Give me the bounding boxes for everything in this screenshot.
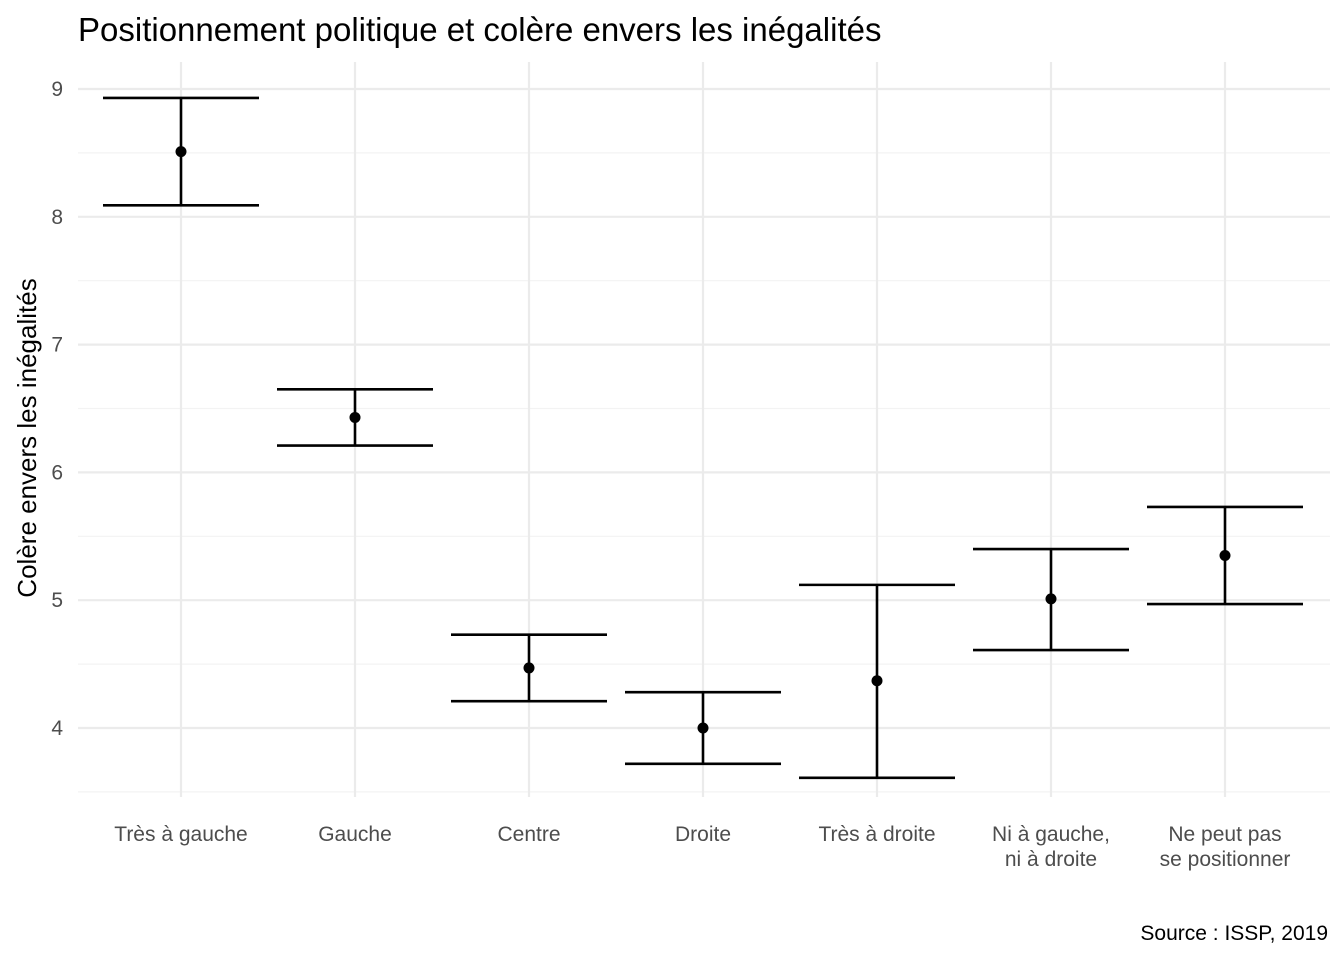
chart-title: Positionnement politique et colère enver… bbox=[78, 11, 881, 48]
x-tick-label-line: Ne peut pas bbox=[1168, 823, 1281, 846]
x-tick-label-line: Très à droite bbox=[818, 823, 935, 846]
x-tick-label-line: Droite bbox=[675, 823, 731, 846]
errorbar-4 bbox=[799, 583, 955, 780]
mean-point bbox=[175, 146, 187, 158]
x-tick-label-1: Gauche bbox=[318, 823, 392, 846]
x-tick-label-line: ni à droite bbox=[1005, 848, 1097, 871]
x-tick-label-line: Très à gauche bbox=[114, 823, 247, 846]
mean-point bbox=[697, 722, 709, 734]
mean-point bbox=[523, 662, 535, 674]
mean-point bbox=[1219, 549, 1231, 561]
y-tick-label-4: 8 bbox=[51, 206, 63, 229]
x-tick-label-6: Ne peut pas se positionner bbox=[1160, 823, 1291, 871]
x-tick-label-line: Centre bbox=[497, 823, 560, 846]
grid bbox=[78, 62, 1330, 797]
x-tick-label-2: Centre bbox=[497, 823, 560, 846]
errorbar-5 bbox=[973, 547, 1129, 652]
mean-point bbox=[349, 411, 361, 423]
errorbar-3 bbox=[625, 690, 781, 766]
y-tick-label-3: 7 bbox=[51, 334, 63, 357]
y-tick-label-1: 5 bbox=[51, 589, 63, 612]
x-tick-label-3: Droite bbox=[675, 823, 731, 846]
y-tick-label-5: 9 bbox=[51, 78, 63, 101]
x-tick-label-0: Très à gauche bbox=[114, 823, 247, 846]
errorbar-1 bbox=[277, 388, 433, 447]
x-tick-label-line: Gauche bbox=[318, 823, 392, 846]
error-bars bbox=[103, 96, 1303, 780]
chart-caption: Source : ISSP, 2019 bbox=[1140, 922, 1328, 945]
mean-point bbox=[871, 675, 883, 687]
errorbar-6 bbox=[1147, 505, 1303, 606]
x-tick-label-5: Ni à gauche, ni à droite bbox=[992, 823, 1110, 871]
y-tick-label-0: 4 bbox=[51, 717, 63, 740]
x-tick-label-line: Ni à gauche, bbox=[992, 823, 1110, 846]
errorbar-0 bbox=[103, 96, 259, 207]
mean-point bbox=[1045, 593, 1057, 605]
x-tick-label-line: se positionner bbox=[1160, 848, 1291, 871]
x-tick-label-4: Très à droite bbox=[818, 823, 935, 846]
y-axis-ticks: 4 5 6 7 8 9 bbox=[51, 78, 63, 740]
x-axis-ticks: Très à gauche Gauche Centre Droite Très à dr… bbox=[114, 823, 1290, 871]
errorbar-2 bbox=[451, 633, 607, 703]
y-tick-label-2: 6 bbox=[51, 461, 63, 484]
y-axis-label: Colère envers les inégalités bbox=[12, 278, 42, 597]
